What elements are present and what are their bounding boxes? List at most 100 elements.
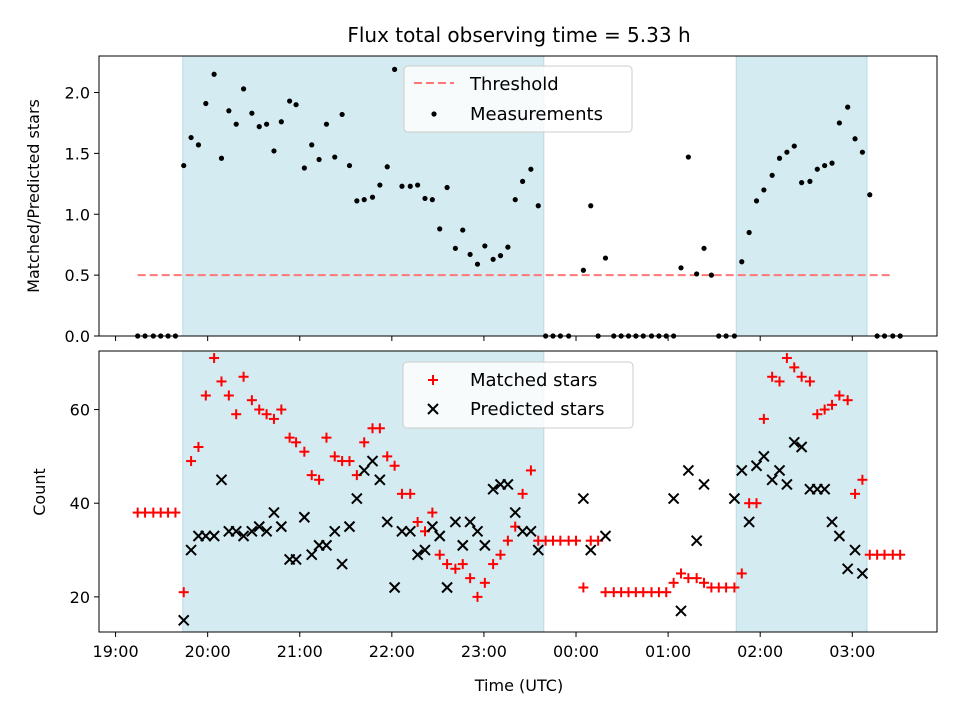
predicted-point-55	[698, 478, 710, 491]
measurement-point-82	[761, 187, 767, 193]
predicted-point-34	[434, 530, 446, 542]
measurement-point-38	[422, 195, 428, 202]
xtick-label: 23:00	[461, 642, 507, 661]
measurement-point-32	[377, 182, 383, 188]
measurement-point-41	[444, 184, 450, 191]
matched-point-24	[314, 474, 325, 485]
predicted-point-48	[577, 492, 590, 505]
measurement-point-23	[309, 142, 315, 148]
measurement-point-10	[211, 71, 217, 77]
measurement-point-9	[203, 100, 209, 107]
predicted-point-51	[667, 492, 680, 505]
predicted-point-44	[509, 506, 521, 519]
matched-point-41	[442, 559, 453, 570]
predicted-point-65	[795, 441, 808, 453]
matched-point-71	[668, 577, 679, 588]
measurement-point-50	[512, 197, 518, 203]
ytick-label: 60	[70, 401, 90, 420]
predicted-point-5	[215, 474, 228, 486]
matched-point-20	[284, 432, 295, 443]
measurement-point-91	[829, 160, 835, 166]
measurement-point-27	[339, 111, 345, 118]
matched-stars-points	[132, 353, 906, 602]
predicted-point-47	[532, 544, 544, 556]
legend-measurements-label: Measurements	[470, 104, 603, 125]
measurement-point-17	[264, 121, 270, 127]
measurement-point-88	[807, 178, 813, 184]
predicted-point-11	[260, 525, 273, 538]
matched-point-16	[254, 404, 265, 415]
predicted-point-32	[419, 544, 431, 556]
matched-point-7	[186, 456, 197, 467]
measurement-point-72	[685, 154, 691, 160]
x-axis-label: Time (UTC)	[474, 676, 563, 695]
matched-point-86	[781, 353, 792, 364]
legend-measurements-swatch	[431, 111, 437, 117]
predicted-point-15	[290, 553, 302, 566]
measurement-point-47	[490, 256, 496, 262]
measurement-point-34	[392, 66, 398, 72]
predicted-point-35	[441, 581, 453, 594]
bottom-legend: Matched stars Predicted stars	[402, 361, 634, 429]
predicted-point-25	[366, 455, 379, 467]
measurement-point-19	[278, 119, 284, 125]
matched-point-75	[699, 577, 710, 588]
matched-point-40	[434, 549, 445, 560]
matched-point-28	[344, 456, 355, 467]
matched-point-87	[789, 362, 800, 373]
measurement-point-46	[482, 243, 488, 249]
measurement-point-49	[505, 244, 511, 250]
top-axes-frame	[98, 55, 938, 337]
predicted-point-21	[336, 558, 348, 570]
matched-point-90	[812, 409, 823, 420]
predicted-point-41	[487, 483, 499, 495]
matched-point-26	[329, 451, 340, 462]
top-x-ticks	[115, 336, 853, 341]
bottom-legend-box	[402, 361, 634, 429]
ytick-label: 40	[70, 494, 90, 513]
measurement-point-89	[814, 166, 820, 172]
measurement-point-85	[784, 149, 790, 155]
top-y-ticks: 0.0 0.5 1.0 1.5 2.0	[65, 84, 99, 346]
predicted-point-40	[479, 539, 491, 552]
shaded-span-1	[735, 55, 868, 337]
measurement-point-6	[181, 162, 187, 169]
predicted-point-56	[728, 492, 741, 505]
matched-point-88	[796, 371, 807, 382]
predicted-point-23	[351, 492, 363, 505]
predicted-point-13	[275, 520, 288, 533]
measurement-point-59	[588, 203, 594, 209]
measurement-point-71	[678, 265, 684, 271]
predicted-point-45	[516, 525, 529, 538]
legend-predicted-swatch	[427, 403, 439, 415]
predicted-point-37	[457, 539, 469, 552]
matched-point-84	[767, 371, 778, 382]
predicted-point-61	[766, 474, 778, 486]
matched-point-91	[819, 404, 830, 415]
predicted-point-19	[320, 539, 333, 552]
measurement-point-11	[218, 155, 225, 161]
measurement-point-75	[708, 272, 714, 278]
measurement-point-35	[399, 183, 405, 189]
ytick-label: 2.0	[65, 84, 90, 103]
predicted-point-46	[525, 525, 537, 538]
matched-point-9	[200, 390, 211, 401]
measurement-point-24	[316, 156, 322, 163]
predicted-point-22	[343, 520, 356, 533]
predicted-point-69	[826, 516, 838, 528]
matched-point-45	[472, 591, 483, 602]
measurement-point-95	[859, 149, 866, 155]
predicted-point-58	[743, 516, 755, 528]
measurement-point-26	[332, 154, 338, 160]
predicted-point-27	[381, 516, 393, 528]
measurement-point-25	[323, 121, 330, 127]
matched-point-32	[374, 423, 385, 434]
matched-point-83	[758, 413, 769, 424]
matched-point-22	[299, 446, 310, 457]
predicted-point-7	[230, 525, 242, 538]
predicted-point-39	[471, 525, 484, 538]
matched-point-12	[223, 390, 234, 401]
matched-point-25	[321, 432, 332, 443]
measurement-point-84	[776, 155, 783, 161]
